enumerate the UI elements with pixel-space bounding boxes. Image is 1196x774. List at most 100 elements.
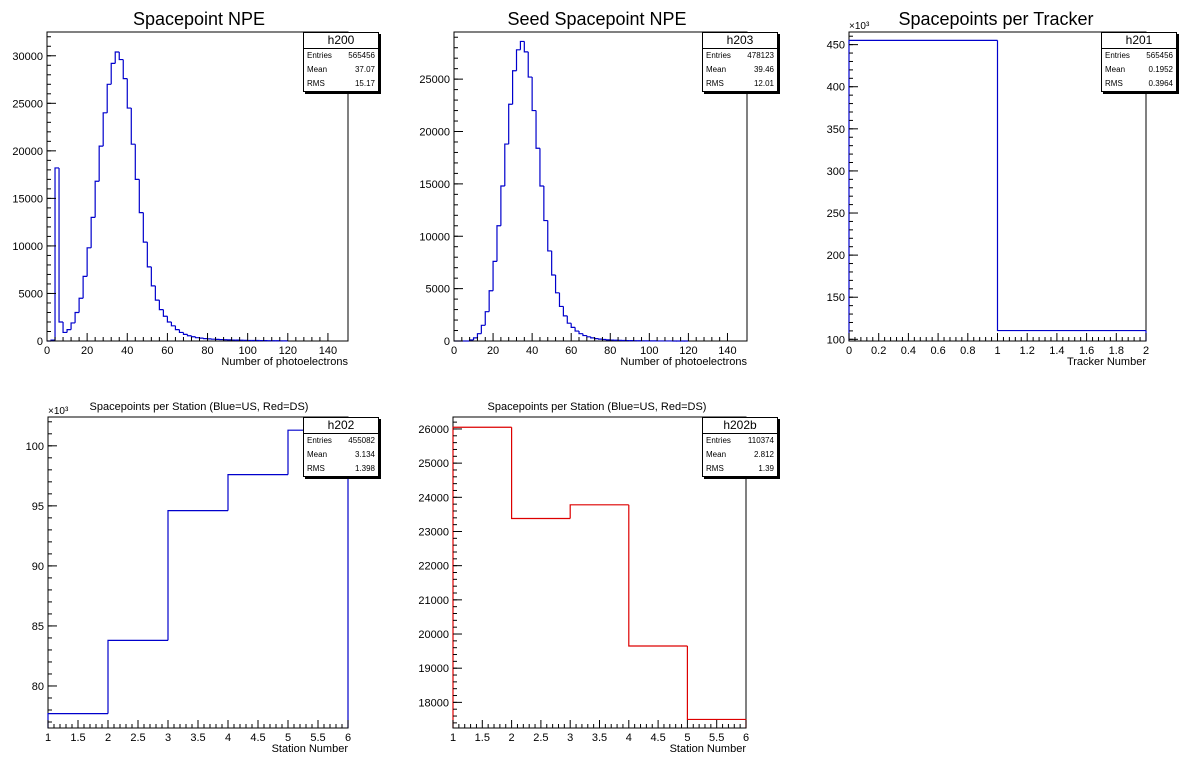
stats-mean-value: 39.46 <box>753 65 774 74</box>
histogram-bin <box>628 504 688 647</box>
stats-entries-label: Entries <box>307 51 332 60</box>
y-tick-label: 10000 <box>12 241 43 253</box>
y-tick-label: 26000 <box>418 424 449 436</box>
y-tick-label: 0 <box>444 336 450 348</box>
stats-box: h200 Entries 565456 Mean 37.07 RMS 15.17 <box>303 32 379 92</box>
x-tick-label: 5 <box>285 732 291 744</box>
x-tick-label: 1.5 <box>475 732 490 744</box>
stats-rms-value: 1.39 <box>758 464 774 473</box>
pad-h201: Spacepoints per Tracker 0 0.2 0.4 0.6 0.8 1 1.… <box>796 0 1196 385</box>
stats-name: h202b <box>703 418 777 434</box>
x-tick-label: 120 <box>279 345 297 357</box>
y-tick-label: 15000 <box>419 179 450 191</box>
pad-h202: Spacepoints per Station (Blue=US, Red=DS… <box>0 385 398 774</box>
histogram-h201: 0 0.2 0.4 0.6 0.8 1 1.2 1.4 1.6 1.8 2 100 150 200 250 3… <box>827 21 1149 368</box>
x-axis-title: Station Number <box>272 743 349 755</box>
y-tick-label: 200 <box>827 250 845 262</box>
histogram-bin <box>472 337 478 340</box>
histogram-h200: 0 20 40 60 80 100 120 140 0 5000 10000 15000 20000 25… <box>12 31 349 368</box>
x-tick-label: 1.5 <box>70 732 85 744</box>
chart-title: Spacepoints per Station (Blue=US, Red=DS… <box>487 401 707 413</box>
histogram-bin <box>118 51 124 61</box>
histogram-bin <box>543 185 548 222</box>
x-tick-label: 140 <box>319 345 337 357</box>
x-tick-label: 4 <box>225 732 231 744</box>
x-tick-label: 4.5 <box>250 732 265 744</box>
histogram-bin <box>686 645 746 721</box>
histogram-h203: 0 20 40 60 80 100 120 140 0 5000 10000 15000 20000 25… <box>419 31 748 368</box>
x-tick-label: 140 <box>718 345 736 357</box>
stats-mean-value: 2.812 <box>753 450 774 459</box>
histogram-bin <box>90 216 96 248</box>
histogram-bin <box>554 275 560 294</box>
histogram-bin <box>58 167 64 323</box>
histogram-bin <box>106 83 112 113</box>
x-tick-label: 80 <box>201 345 213 357</box>
y-tick-label: 24000 <box>418 492 449 504</box>
histogram-bin <box>484 311 490 326</box>
histogram-h202b: 1 1.5 2 2.5 3 3.5 4 4.5 5 5.5 6 18000 19000 20000 2100… <box>418 416 749 755</box>
y-tick-label: 80 <box>32 681 44 693</box>
histogram-bin <box>86 247 92 277</box>
x-tick-label: 120 <box>679 345 697 357</box>
histogram-bin <box>146 242 152 268</box>
y-tick-label: 18000 <box>418 697 449 709</box>
histogram-bin <box>547 220 552 252</box>
histogram-bin <box>186 334 192 337</box>
y-tick-label: 300 <box>827 166 845 178</box>
stats-rms-row: RMS 1.39 <box>703 462 777 476</box>
stats-mean-label: Mean <box>307 450 328 459</box>
stats-rms-label: RMS <box>706 464 724 473</box>
histogram-bin <box>527 51 533 78</box>
x-tick-label: 1.8 <box>1109 345 1124 357</box>
y-tick-label: 90 <box>32 561 44 573</box>
stats-mean-row: Mean 3.134 <box>304 448 378 462</box>
x-tick-label: 60 <box>565 345 577 357</box>
histogram-bin <box>597 338 603 340</box>
x-tick-label: 100 <box>640 345 658 357</box>
stats-mean-value: 0.1952 <box>1148 65 1173 74</box>
histogram-bin <box>102 112 108 147</box>
stats-name: h201 <box>1102 33 1176 49</box>
y-tick-label: 30000 <box>12 51 43 63</box>
x-tick-label: 3 <box>165 732 171 744</box>
stats-entries-value: 565456 <box>348 51 375 60</box>
histogram-bin <box>110 62 116 85</box>
y-tick-label: 5000 <box>19 288 43 300</box>
histogram-bin <box>182 332 188 335</box>
y-tick-label: 0 <box>37 336 43 348</box>
histogram-bin <box>178 329 184 334</box>
x-tick-label: 2 <box>1143 345 1149 357</box>
stats-entries-row: Entries 478123 <box>703 49 777 63</box>
histogram-bin <box>578 331 583 335</box>
histogram-bin <box>74 311 80 323</box>
y-tick-label: 250 <box>827 208 845 220</box>
histogram-bin <box>535 110 540 149</box>
stats-box: h203 Entries 478123 Mean 39.46 RMS 12.01 <box>702 32 778 92</box>
stats-entries-value: 565456 <box>1146 51 1173 60</box>
stats-rms-value: 15.17 <box>354 79 375 88</box>
chart-title: Spacepoints per Tracker <box>898 9 1094 29</box>
stats-entries-label: Entries <box>307 436 332 445</box>
stats-rms-label: RMS <box>307 79 325 88</box>
x-tick-label: 60 <box>161 345 173 357</box>
histogram-bin <box>582 333 587 337</box>
histogram-bin <box>122 59 128 80</box>
histogram-bin <box>562 306 568 317</box>
histogram-bin <box>54 167 60 341</box>
stats-entries-row: Entries 565456 <box>304 49 378 63</box>
stats-rms-row: RMS 15.17 <box>304 77 378 91</box>
stats-mean-value: 3.134 <box>354 450 375 459</box>
y-tick-label: 100 <box>26 441 44 453</box>
histogram-bin <box>167 510 228 641</box>
x-tick-label: 1 <box>994 345 1000 357</box>
y-tick-label: 21000 <box>418 595 449 607</box>
histogram-bin <box>590 336 595 339</box>
y-tick-label: 400 <box>827 82 845 94</box>
x-tick-label: 6 <box>743 732 749 744</box>
y-tick-label: 450 <box>827 40 845 52</box>
y-tick-label: 20000 <box>418 629 449 641</box>
stats-mean-row: Mean 37.07 <box>304 63 378 77</box>
histogram-bin <box>107 639 168 714</box>
histogram-bin <box>594 337 599 340</box>
